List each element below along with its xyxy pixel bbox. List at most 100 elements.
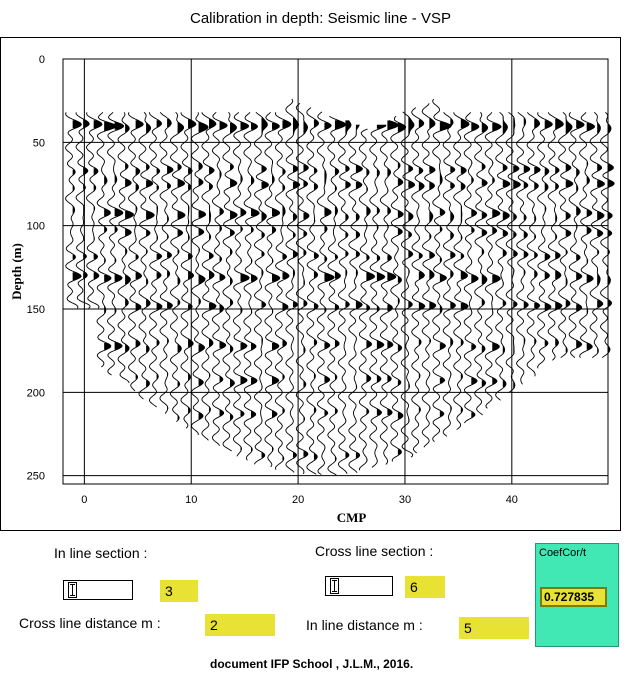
trace-23-lobe (313, 183, 318, 191)
trace-20-lobe (282, 408, 285, 414)
trace-44 (526, 112, 541, 377)
trace-10-lobe (177, 276, 180, 285)
trace-24-lobe (324, 207, 332, 216)
trace-49-lobe (586, 123, 595, 131)
y-tick-label-3: 150 (27, 304, 45, 316)
trace-29-lobe (376, 340, 384, 349)
trace-16-lobe (240, 273, 250, 282)
trace-0 (65, 112, 82, 309)
inline-section-value[interactable]: 3 (160, 580, 198, 602)
trace-12-lobe (198, 248, 200, 253)
trace-36 (442, 112, 457, 437)
trace-34-lobe (429, 182, 435, 190)
trace-41-lobe (502, 116, 508, 134)
trace-50-lobe (597, 211, 604, 221)
crossline-section-slider[interactable] (325, 576, 393, 596)
trace-16-lobe (240, 227, 243, 231)
crossline-section-slider-thumb[interactable] (330, 578, 339, 594)
trace-4-lobe (114, 273, 123, 282)
trace-7-lobe (146, 229, 150, 237)
trace-15-lobe (230, 211, 238, 219)
trace-43-lobe (523, 215, 527, 221)
trace-49-lobe (586, 343, 593, 350)
trace-40-lobe (492, 343, 500, 351)
trace-40-lobe (492, 209, 500, 218)
trace-38-lobe (471, 123, 479, 131)
trace-16-lobe (240, 343, 247, 350)
trace-28-lobe (366, 374, 371, 383)
trace-31-lobe (397, 178, 403, 186)
trace-51-lobe (607, 249, 610, 255)
trace-21-lobe (292, 165, 298, 173)
trace-46-lobe (555, 271, 561, 279)
trace-12-lobe (198, 121, 209, 133)
trace-41-lobe (502, 229, 508, 237)
trace-5-lobe (125, 344, 130, 353)
trace-20-lobe (282, 120, 291, 129)
trace-23-lobe (313, 407, 316, 413)
trace-5-lobe (125, 179, 132, 187)
trace-18-lobe (261, 232, 265, 238)
trace-41-lobe (502, 300, 506, 306)
trace-0-lobe (72, 272, 82, 281)
trace-38-lobe (471, 161, 472, 165)
crossline-distance-value[interactable]: 2 (205, 614, 275, 636)
trace-0-lobe (72, 169, 76, 175)
trace-34-lobe (429, 166, 436, 173)
trace-13-lobe (209, 183, 213, 190)
trace-32-lobe (408, 301, 413, 308)
seismic-section-svg: 0 50 100 150 200 250 0 10 20 30 40 Depth (m) CMP (9, 54, 615, 525)
y-tick-label-5: 250 (27, 471, 45, 483)
trace-48-lobe (576, 120, 585, 129)
crossline-section-value[interactable]: 6 (405, 576, 445, 598)
x-tick-label-3: 30 (399, 494, 411, 506)
trace-8-lobe (156, 185, 159, 190)
inline-section-slider[interactable] (63, 580, 133, 600)
trace-22-lobe (303, 250, 307, 256)
trace-35-lobe (439, 227, 442, 232)
trace-38-lobe (471, 377, 477, 385)
trace-5-lobe (125, 163, 128, 170)
trace-20-lobe (282, 340, 287, 347)
trace-44-lobe (534, 167, 541, 174)
trace-36-lobe (450, 232, 454, 239)
trace-13-lobe (209, 205, 211, 223)
trace-35-lobe (439, 208, 445, 216)
trace-7-lobe (146, 164, 150, 170)
trace-13-lobe (209, 167, 214, 174)
seismic-plot: 0 50 100 150 200 250 0 10 20 30 40 Depth (m) CMP (0, 37, 621, 531)
trace-26-lobe (345, 213, 349, 221)
trace-30-lobe (387, 340, 393, 349)
trace-32-lobe (408, 382, 410, 388)
trace-36-lobe (450, 337, 453, 346)
trace-2-lobe (93, 236, 95, 241)
trace-46-lobe (555, 339, 559, 346)
trace-15-lobe (230, 164, 234, 170)
trace-7 (138, 111, 155, 400)
trace-11-lobe (188, 339, 194, 347)
trace-34-lobe (429, 251, 435, 258)
trace-33-lobe (418, 407, 421, 412)
trace-9-lobe (167, 271, 170, 278)
trace-40-lobe (492, 177, 495, 183)
trace-42-lobe (513, 180, 521, 189)
trace-3-lobe (104, 343, 111, 350)
trace-37-lobe (460, 119, 470, 129)
inline-distance-value[interactable]: 5 (459, 617, 529, 639)
trace-44-lobe (534, 235, 536, 239)
trace-18-lobe (261, 212, 267, 222)
inline-section-slider-thumb[interactable] (68, 582, 77, 598)
trace-32-lobe (408, 250, 413, 258)
inline-distance-label: In line distance m : (306, 617, 423, 633)
trace-43-lobe (523, 117, 526, 126)
trace-34-lobe (429, 234, 431, 240)
trace-34-lobe (429, 211, 433, 222)
trace-23-lobe (313, 252, 319, 259)
trace-40-lobe (492, 161, 493, 165)
trace-48-lobe (576, 340, 582, 349)
trace-24-lobe (324, 122, 332, 130)
trace-20-lobe (282, 205, 286, 217)
trace-15-lobe (230, 413, 233, 421)
trace-25-lobe (334, 456, 337, 462)
trace-24-lobe (324, 170, 327, 186)
